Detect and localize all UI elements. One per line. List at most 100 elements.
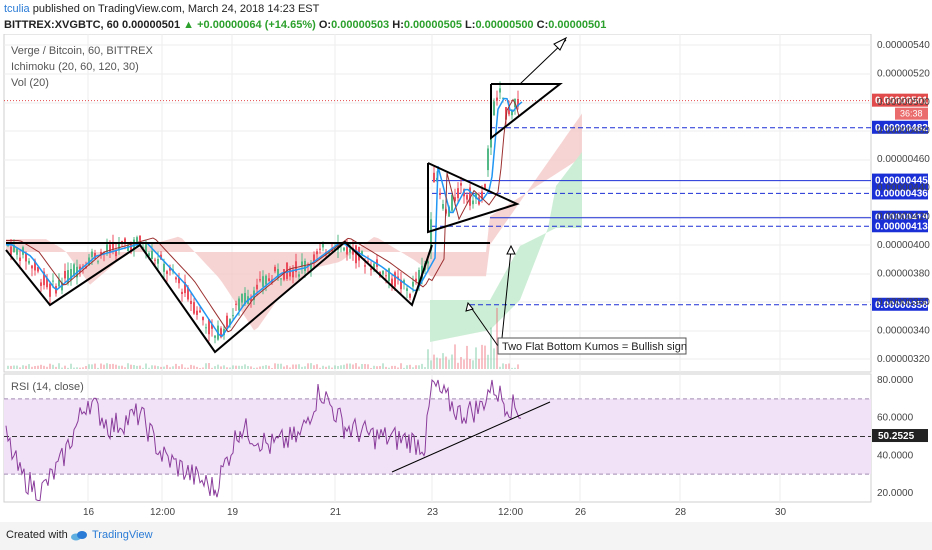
volume-bar xyxy=(343,364,345,369)
volume-bar xyxy=(28,364,30,369)
author-link[interactable]: tculia xyxy=(4,3,30,15)
countdown-text: 36:38 xyxy=(900,109,923,119)
volume-bar xyxy=(319,367,321,369)
tradingview-link[interactable]: TradingView xyxy=(92,529,153,541)
candle-body xyxy=(373,263,375,270)
volume-bar xyxy=(109,364,111,369)
candle-body xyxy=(181,291,183,294)
current-price-badge xyxy=(872,93,928,107)
volume-bar xyxy=(130,364,132,369)
chart-canvas[interactable]: 0.0000050136:380.000004820.000004450.000… xyxy=(0,34,932,522)
candle-body xyxy=(322,242,324,248)
volume-bar xyxy=(205,363,207,369)
candle-body xyxy=(184,282,186,294)
volume-bar xyxy=(67,367,69,369)
candle-body xyxy=(229,319,231,326)
volume-bar xyxy=(439,358,441,369)
candle-body xyxy=(199,310,201,313)
candle-body xyxy=(460,183,462,186)
volume-bar xyxy=(40,364,42,369)
level-badge xyxy=(872,297,928,311)
candle-body xyxy=(49,283,51,297)
annotation-box[interactable] xyxy=(497,337,687,355)
candle-body xyxy=(31,265,33,269)
candle-body xyxy=(145,244,147,254)
volume-bar xyxy=(184,367,186,369)
candle-body xyxy=(70,269,72,281)
candle-body xyxy=(154,259,156,261)
candle-body xyxy=(19,257,21,261)
volume-bar xyxy=(505,364,507,369)
candle-body xyxy=(397,276,399,279)
volume-bar xyxy=(409,364,411,369)
candle-body xyxy=(205,327,207,329)
candle-body xyxy=(496,97,498,101)
volume-bar xyxy=(16,365,18,369)
candle-body xyxy=(136,237,138,246)
volume-bar xyxy=(259,366,261,369)
annotation-arrow-line xyxy=(501,249,512,339)
volume-bar xyxy=(178,366,180,369)
candle-body xyxy=(367,261,369,263)
volume-bar xyxy=(211,367,213,369)
trend-arrow-line xyxy=(507,83,561,126)
volume-bar xyxy=(340,365,342,369)
candle-body xyxy=(364,265,366,267)
candle-body xyxy=(139,235,141,241)
volume-bar xyxy=(346,363,348,369)
volume-bar xyxy=(388,367,390,369)
volume-bar xyxy=(160,366,162,369)
volume-bar xyxy=(445,356,447,369)
tenkan-sen-line xyxy=(6,97,523,338)
volume-bar xyxy=(121,365,123,369)
volume-bar xyxy=(451,354,453,369)
volume-bar xyxy=(352,364,354,369)
ichimoku-cloud xyxy=(6,113,582,342)
candle-body xyxy=(148,253,150,257)
candle-body xyxy=(118,243,120,251)
candle-body xyxy=(388,268,390,282)
candle-body xyxy=(64,271,66,279)
high-label: H: xyxy=(392,19,404,31)
candle-body xyxy=(415,278,417,282)
volume-bar xyxy=(367,364,369,369)
volume-bar xyxy=(289,367,291,369)
cloud-red-area xyxy=(6,113,582,331)
candle-body xyxy=(328,252,330,254)
rsi-tick-label: 80.0000 xyxy=(877,375,914,386)
rsi-axis[interactable]: 80.0000 60.0000 40.0000 20.0000 xyxy=(877,375,914,499)
volume-bars xyxy=(7,307,519,369)
volume-bar xyxy=(88,364,90,369)
volume-bar xyxy=(139,365,141,369)
volume-bar xyxy=(364,364,366,369)
volume-bar xyxy=(472,360,474,369)
candle-body xyxy=(58,279,60,287)
candle-body xyxy=(187,287,189,300)
rsi-line xyxy=(5,378,522,501)
candle-body xyxy=(226,315,228,328)
candle-body xyxy=(97,261,99,263)
price-axis[interactable]: 0.00000540 0.00000520 0.00000500 0.00000480… xyxy=(877,40,930,365)
candle-body xyxy=(472,200,474,205)
volume-bar xyxy=(376,366,378,369)
chart-header: tculia published on TradingView.com, Mar… xyxy=(0,0,932,34)
level-text: 0.00000445 xyxy=(875,176,928,187)
volume-bar xyxy=(301,366,303,369)
volume-bar xyxy=(463,359,465,369)
annotation-arrow-line xyxy=(469,305,499,347)
price-tick-label: 0.00000340 xyxy=(877,325,930,336)
candle-body xyxy=(289,268,291,277)
close-label: C: xyxy=(536,19,549,31)
level-text: 0.00000436 xyxy=(875,188,928,199)
candle-body xyxy=(67,270,69,284)
volume-bar xyxy=(286,365,288,369)
volume-bar xyxy=(199,368,201,369)
volume-bar xyxy=(496,307,498,369)
volume-bar xyxy=(217,364,219,369)
legend-title: Verge / Bitcoin, 60, BITTREX xyxy=(11,45,154,57)
volume-bar xyxy=(430,360,432,369)
cloud-green-area xyxy=(430,152,582,342)
volume-bar xyxy=(247,366,249,369)
time-axis[interactable]: 16 12:00 19 21 23 12:00 26 28 30 xyxy=(83,507,787,518)
volume-bar xyxy=(277,363,279,369)
